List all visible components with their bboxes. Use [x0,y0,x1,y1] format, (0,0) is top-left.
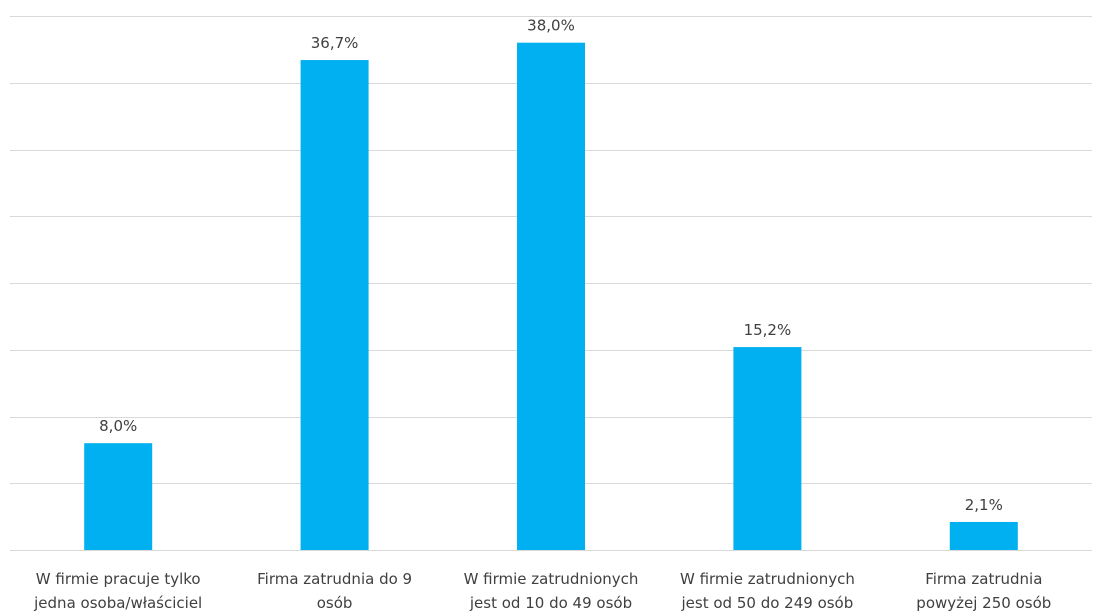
data-label-2: 36,7% [311,34,359,52]
category-label-line: jest od 10 do 49 osób [469,594,632,612]
category-label-2: Firma zatrudnia do 9 osób [257,570,412,612]
bar-5 [949,521,1018,550]
bar-2 [300,60,369,551]
category-label-line: W firmie zatrudnionych [680,570,855,588]
bar-3 [517,42,585,550]
category-label-1: W firmie pracuje tylko jedna osoba/właści… [33,570,202,612]
category-label-line: powyżej 250 osób [916,594,1051,612]
category-label-3: W firmie zatrudnionych jest od 10 do 49 o… [464,570,639,612]
category-label-line: jedna osoba/właściciel [33,594,202,612]
data-label-5: 2,1% [965,496,1003,514]
category-labels: W firmie pracuje tylko jedna osoba/właści… [33,570,1051,612]
category-label-5: Firma zatrudnia powyżej 250 osób [916,570,1051,612]
bar-1 [84,443,153,550]
bars [84,42,1018,551]
category-label-line: Firma zatrudnia do 9 [257,570,412,588]
bar-4 [733,347,802,550]
category-label-line: jest od 50 do 249 osób [681,594,854,612]
data-label-3: 38,0% [527,17,575,35]
category-label-4: W firmie zatrudnionych jest od 50 do 249 … [680,570,855,612]
data-label-4: 15,2% [744,321,792,339]
data-labels: 8,0% 36,7% 38,0% 15,2% 2,1% [99,17,1003,514]
category-label-line: osób [317,594,353,612]
category-label-line: Firma zatrudnia [925,570,1042,588]
category-label-line: W firmie zatrudnionych [464,570,639,588]
data-label-1: 8,0% [99,417,137,435]
category-label-line: W firmie pracuje tylko [36,570,201,588]
